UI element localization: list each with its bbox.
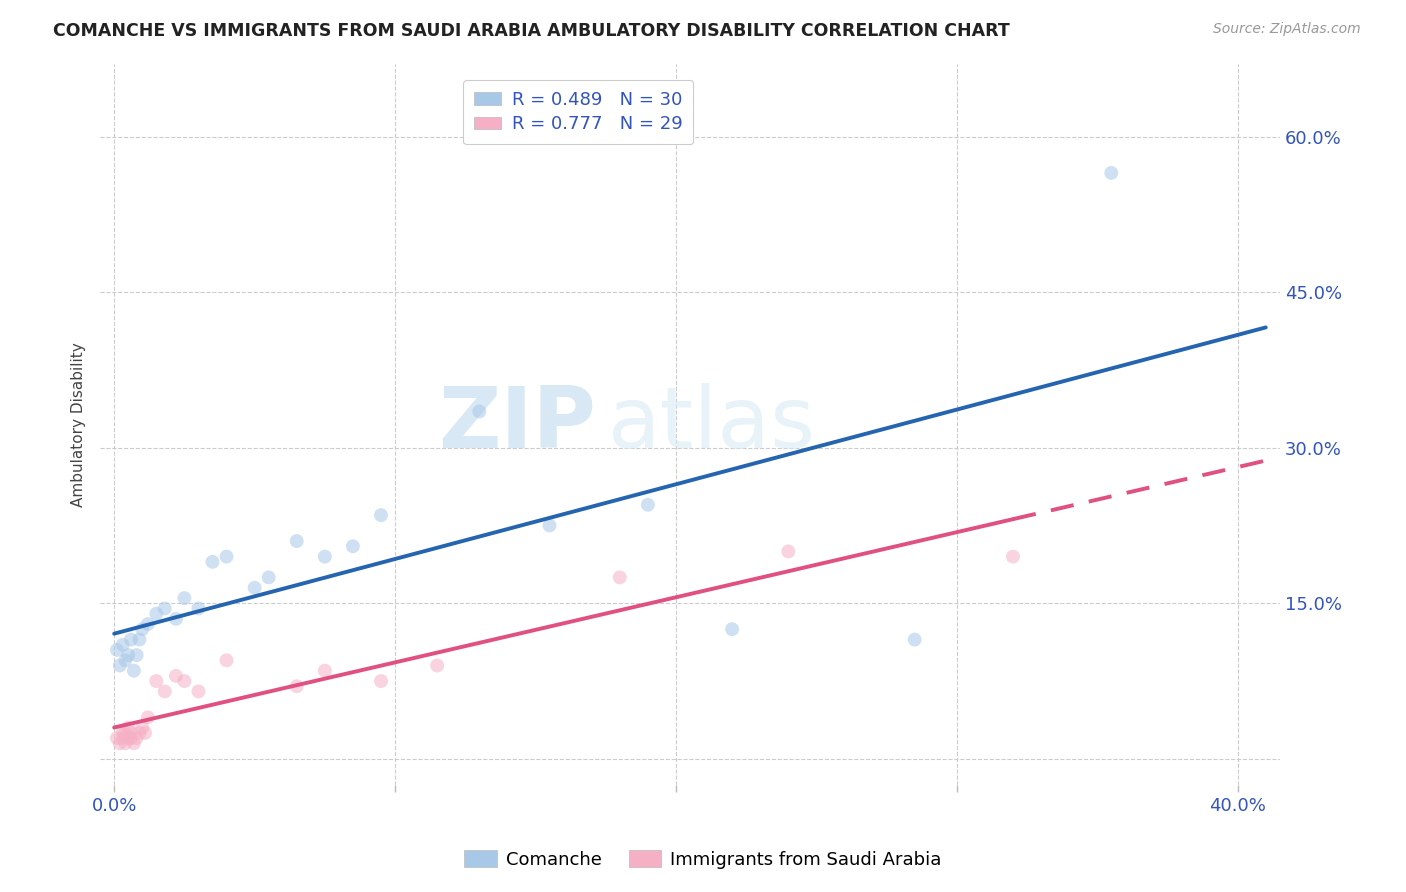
Point [105, 731, 128, 745]
Point [314, 549, 336, 564]
Point [1001, 549, 1024, 564]
Point [125, 648, 148, 662]
Point [370, 508, 392, 523]
Point [105, 643, 128, 657]
Point [111, 731, 134, 745]
Point [778, 544, 800, 558]
Point [134, 726, 156, 740]
Legend: R = 0.489   N = 30, R = 0.777   N = 29: R = 0.489 N = 30, R = 0.777 N = 29 [463, 80, 693, 145]
Point [314, 664, 336, 678]
Point [108, 736, 131, 750]
Point [637, 498, 659, 512]
Point [122, 664, 145, 678]
Point [215, 549, 238, 564]
Point [201, 555, 224, 569]
Text: ZIP: ZIP [437, 383, 596, 466]
Point [125, 731, 148, 745]
Point [111, 726, 134, 740]
Point [173, 591, 195, 606]
Point [173, 674, 195, 689]
Point [538, 518, 561, 533]
Point [426, 658, 449, 673]
Point [187, 684, 209, 698]
Point [114, 653, 136, 667]
Point [131, 622, 153, 636]
Point [117, 648, 139, 662]
Point [285, 679, 308, 693]
Point [131, 721, 153, 735]
Point [721, 622, 744, 636]
Point [342, 539, 364, 553]
Point [370, 674, 392, 689]
Point [609, 570, 631, 584]
Text: COMANCHE VS IMMIGRANTS FROM SAUDI ARABIA AMBULATORY DISABILITY CORRELATION CHART: COMANCHE VS IMMIGRANTS FROM SAUDI ARABIA… [53, 22, 1010, 40]
Point [904, 632, 927, 647]
Point [114, 726, 136, 740]
Point [120, 726, 142, 740]
Point [153, 684, 176, 698]
Text: atlas: atlas [607, 383, 815, 466]
Point [120, 731, 142, 745]
Point [117, 731, 139, 745]
Point [120, 632, 142, 647]
Point [145, 674, 167, 689]
Point [165, 669, 187, 683]
Point [257, 570, 280, 584]
Point [285, 534, 308, 549]
Point [117, 721, 139, 735]
Point [243, 581, 266, 595]
Text: Source: ZipAtlas.com: Source: ZipAtlas.com [1213, 22, 1361, 37]
Point [122, 736, 145, 750]
Point [111, 638, 134, 652]
Legend: Comanche, Immigrants from Saudi Arabia: Comanche, Immigrants from Saudi Arabia [457, 843, 949, 876]
Point [215, 653, 238, 667]
Point [114, 736, 136, 750]
Point [468, 404, 491, 418]
Point [128, 632, 150, 647]
Point [128, 726, 150, 740]
Point [136, 617, 159, 632]
Point [136, 710, 159, 724]
Point [1099, 166, 1122, 180]
Point [165, 612, 187, 626]
Point [187, 601, 209, 615]
Point [145, 607, 167, 621]
Point [108, 658, 131, 673]
Point [153, 601, 176, 615]
Y-axis label: Ambulatory Disability: Ambulatory Disability [72, 342, 86, 507]
